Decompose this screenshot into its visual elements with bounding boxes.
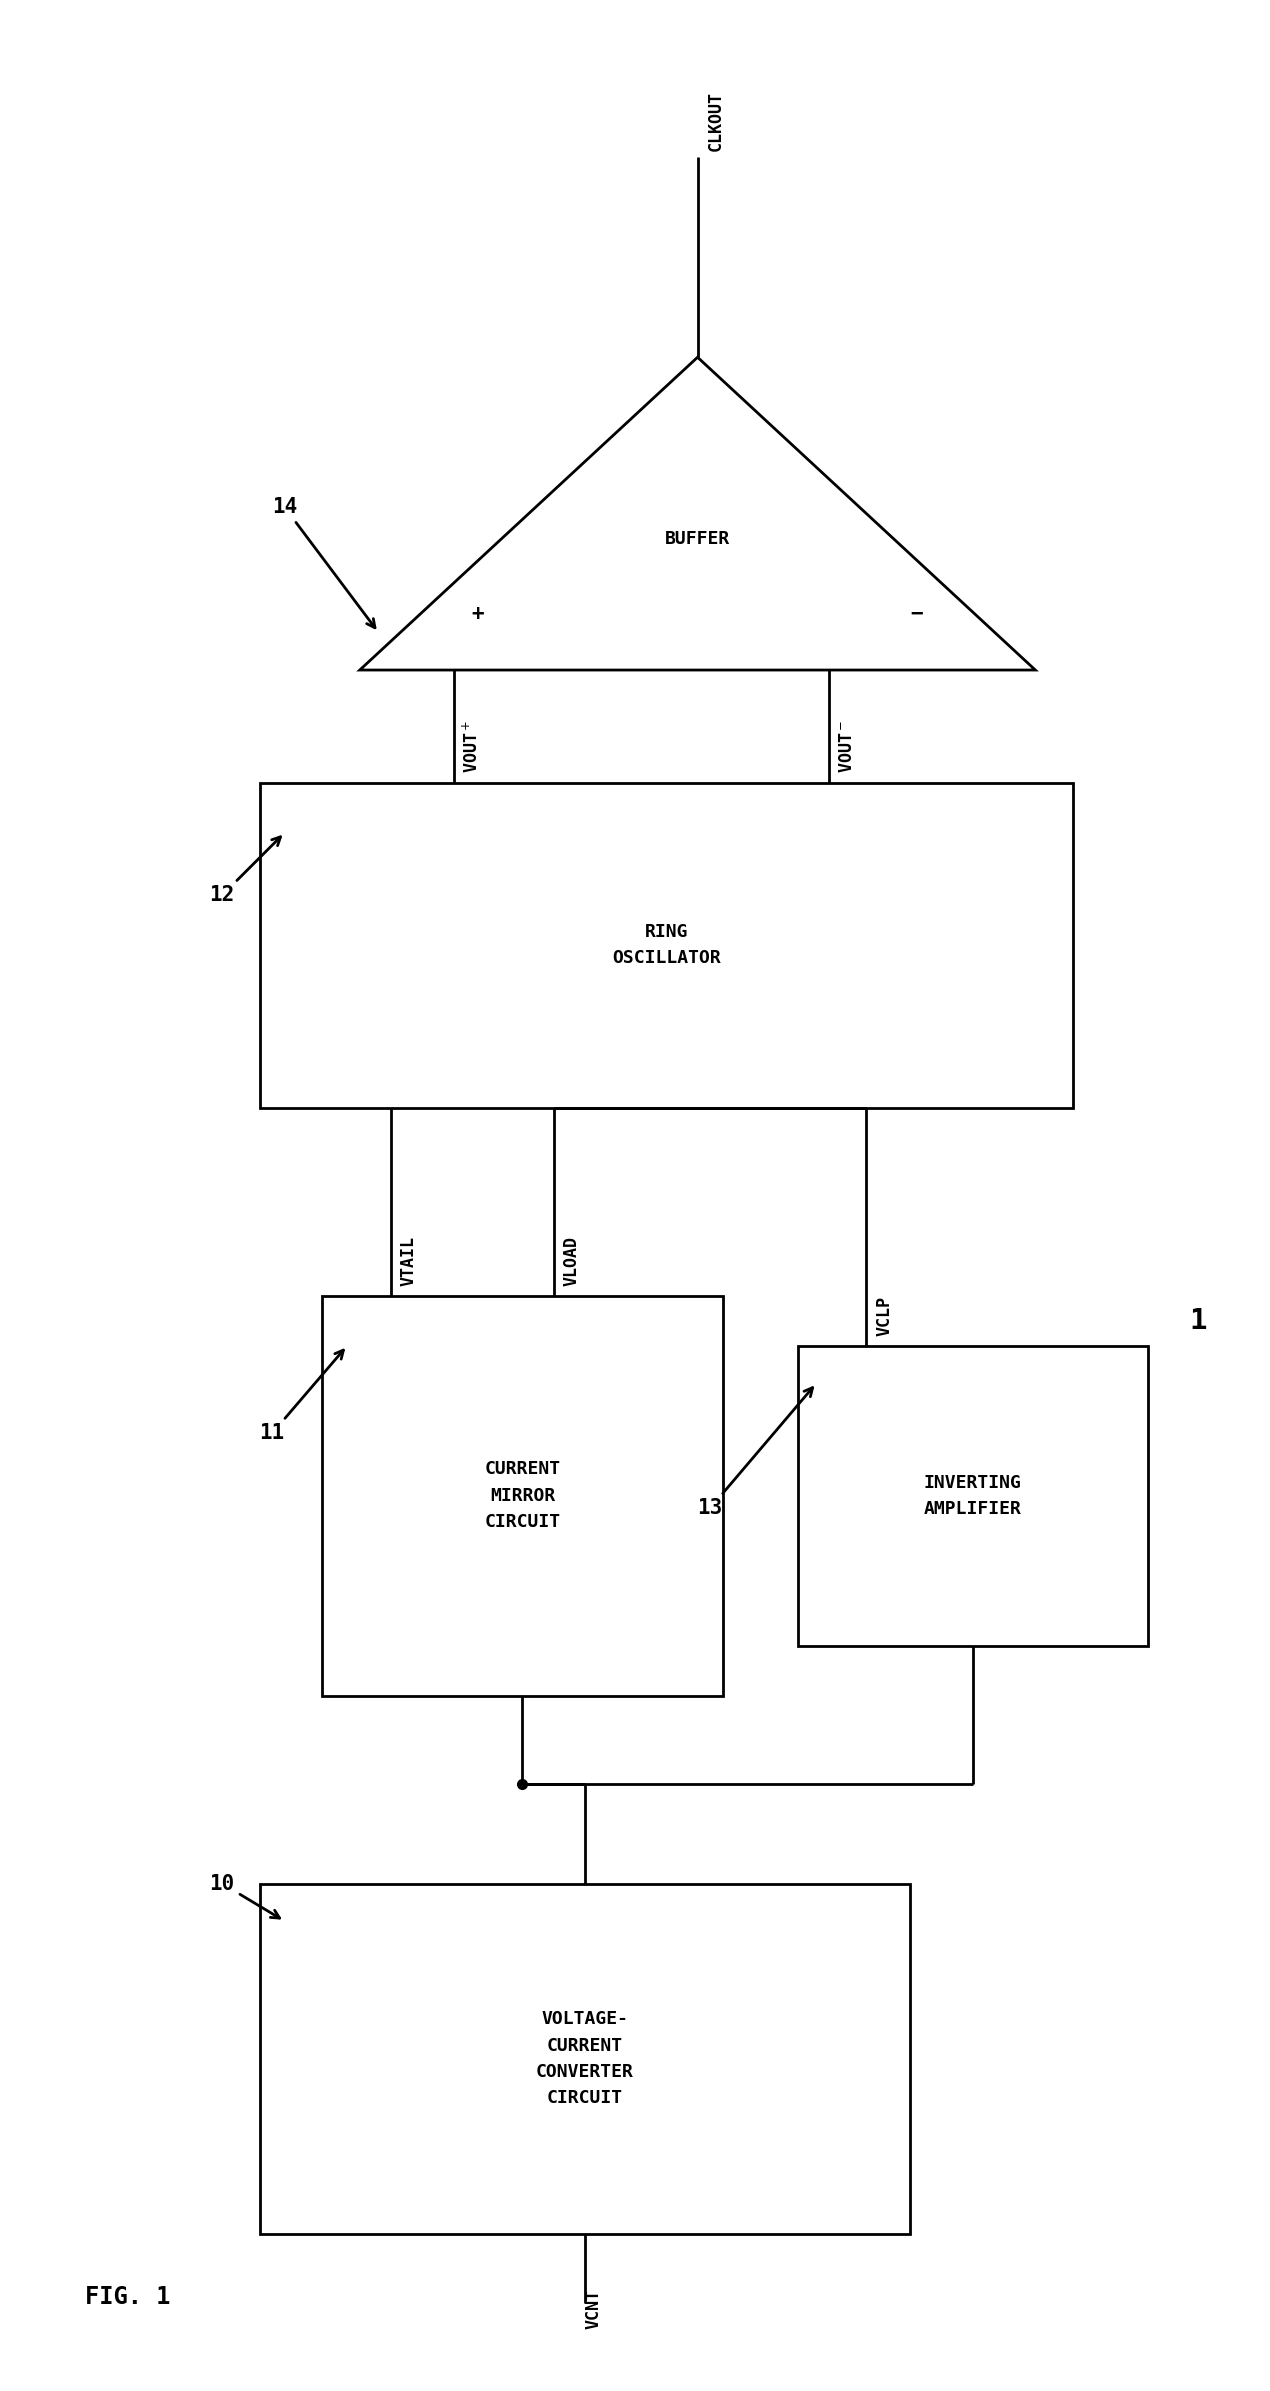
Bar <box>259 1884 911 2233</box>
Text: 10: 10 <box>210 1875 279 1918</box>
Text: BUFFER: BUFFER <box>665 531 730 548</box>
Text: −: − <box>911 605 923 624</box>
Text: 14: 14 <box>272 497 375 629</box>
Text: 1: 1 <box>1189 1305 1206 1334</box>
Bar <box>323 1296 723 1695</box>
Text: VOLTAGE-
CURRENT
CONVERTER
CIRCUIT: VOLTAGE- CURRENT CONVERTER CIRCUIT <box>536 2011 634 2106</box>
Text: FIG. 1: FIG. 1 <box>85 2286 170 2310</box>
Text: VCLP: VCLP <box>875 1296 893 1337</box>
Text: INVERTING
AMPLIFIER: INVERTING AMPLIFIER <box>923 1473 1022 1518</box>
Text: VLOAD: VLOAD <box>563 1236 580 1286</box>
Text: CURRENT
MIRROR
CIRCUIT: CURRENT MIRROR CIRCUIT <box>484 1461 560 1530</box>
Bar <box>798 1346 1148 1645</box>
Text: CLKOUT: CLKOUT <box>706 91 724 151</box>
Text: 12: 12 <box>210 837 281 906</box>
Text: 13: 13 <box>697 1387 813 1518</box>
Bar <box>259 782 1073 1107</box>
Text: VCNT: VCNT <box>585 2288 603 2329</box>
Text: RING
OSCILLATOR: RING OSCILLATOR <box>612 923 720 968</box>
Text: VTAIL: VTAIL <box>400 1236 418 1286</box>
Text: VOUT$^+$: VOUT$^+$ <box>462 720 481 772</box>
Text: 11: 11 <box>259 1351 343 1444</box>
Text: VOUT$^-$: VOUT$^-$ <box>838 720 856 772</box>
Text: +: + <box>471 605 484 624</box>
